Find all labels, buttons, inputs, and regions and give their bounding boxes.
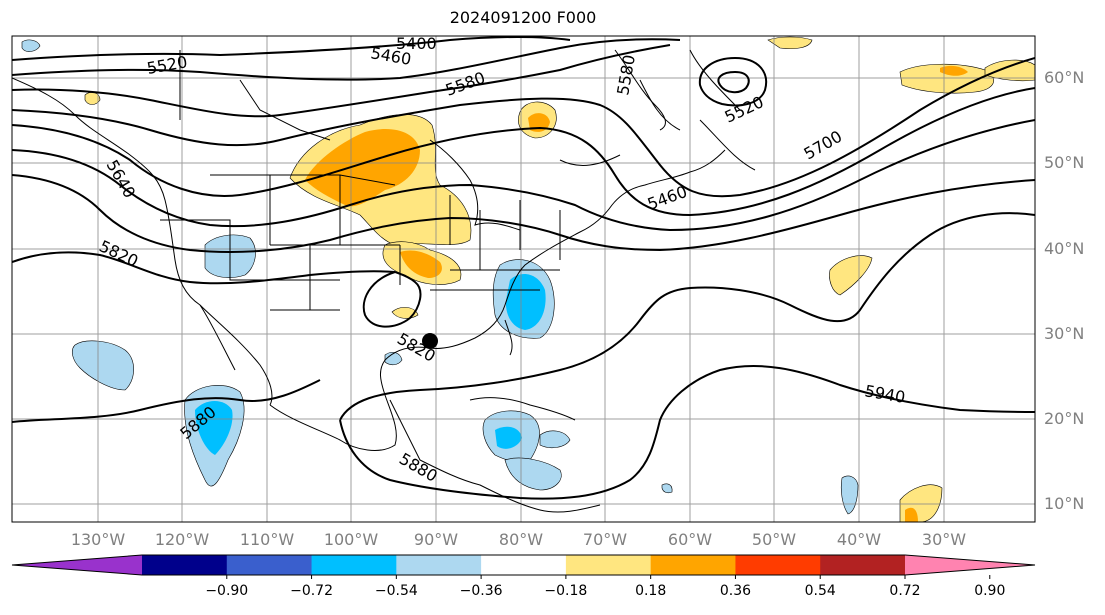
colorbar-label: −0.54: [375, 583, 418, 599]
contour-label: 5400: [396, 34, 437, 53]
coastlines: [12, 49, 756, 513]
colorbar-segment: [311, 555, 397, 575]
latitude-labels: 60°N 50°N 40°N 30°N 20°N 10°N: [1044, 68, 1084, 513]
colorbar-label: −0.18: [544, 583, 587, 599]
contour-label: 5940: [863, 381, 906, 407]
lat-label: 30°N: [1044, 324, 1084, 343]
lon-label: 130°W: [71, 530, 126, 549]
colorbar-segment: [481, 555, 567, 575]
colorbar-extend-low: [12, 555, 142, 575]
contour-label: 5820: [96, 236, 141, 270]
height-contours: [12, 36, 1035, 500]
storm-marker: [422, 333, 438, 349]
lon-label: 90°W: [414, 530, 458, 549]
colorbar-outline: [11, 554, 1036, 576]
map-frame: [11, 35, 1036, 523]
lon-label: 60°W: [668, 530, 712, 549]
colorbar-segment: [226, 555, 313, 575]
lat-label: 40°N: [1044, 239, 1084, 258]
colorbar-label: 0.54: [805, 583, 836, 599]
contour-label: 5880: [396, 449, 441, 486]
colorbar-extend-high: [905, 555, 1035, 575]
colorbar-segment: [650, 555, 736, 575]
lon-label: 100°W: [324, 530, 379, 549]
contour-label: 5580: [443, 68, 488, 100]
lon-label: 70°W: [583, 530, 627, 549]
lat-label: 50°N: [1044, 153, 1084, 172]
lat-label: 60°N: [1044, 68, 1084, 87]
colorbar-label: 0.18: [635, 583, 666, 599]
colorbar-label: 0.90: [974, 583, 1005, 599]
longitude-labels: 130°W 120°W 110°W 100°W 90°W 80°W 70°W 6…: [71, 530, 966, 549]
colorbar-label: 0.72: [889, 583, 920, 599]
colorbar-segment: [565, 555, 652, 575]
colorbar-label: −0.90: [205, 583, 248, 599]
colorbar-segment: [735, 555, 821, 575]
contour-label: 5460: [645, 182, 690, 214]
lat-label: 20°N: [1044, 409, 1084, 428]
colorbar-label: 0.36: [720, 583, 751, 599]
colorbar-segment: [396, 555, 482, 575]
colorbar-label: −0.72: [290, 583, 333, 599]
contour-label: 5580: [613, 53, 639, 96]
map-title: 2024091200 F000: [449, 8, 597, 27]
lon-label: 110°W: [240, 530, 295, 549]
colorbar-label: −0.36: [460, 583, 503, 599]
lon-label: 50°W: [752, 530, 796, 549]
lon-label: 80°W: [499, 530, 543, 549]
colorbar: −0.90 −0.72 −0.54 −0.36 −0.18 0.18 0.36 0.54 0.7…: [11, 554, 1036, 599]
colorbar-segment: [142, 555, 228, 575]
contour-label: 5520: [722, 92, 767, 126]
contour-label: 5700: [801, 127, 846, 164]
lon-label: 120°W: [155, 530, 210, 549]
lon-label: 40°W: [837, 530, 881, 549]
lon-label: 30°W: [922, 530, 966, 549]
anomaly-shading: [21, 36, 1035, 522]
lat-label: 10°N: [1044, 494, 1084, 513]
colorbar-segment: [820, 555, 906, 575]
